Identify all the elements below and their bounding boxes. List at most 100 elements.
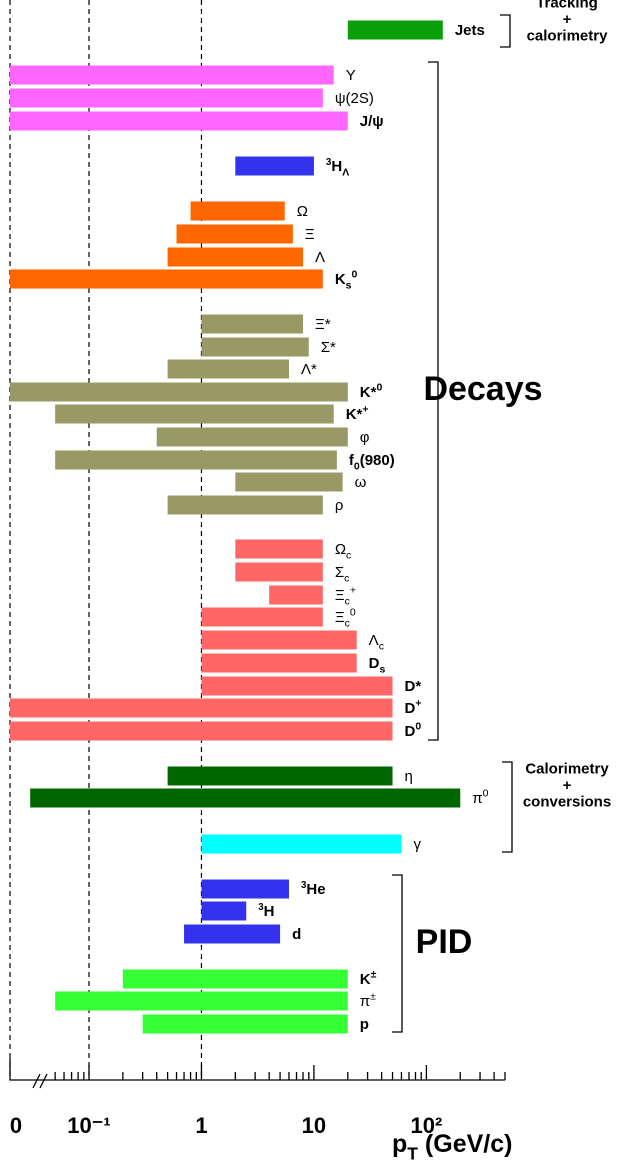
label-sup: ±: [370, 990, 376, 1002]
bar-label: D*: [405, 678, 422, 695]
bracket: [500, 14, 511, 48]
bar-label: 3H: [258, 902, 274, 920]
bar: [201, 337, 309, 357]
label-name: Ξ*: [315, 316, 331, 333]
axis-break: [32, 1073, 48, 1089]
bar-label: K*0: [360, 381, 383, 401]
label-name: Λ*: [301, 361, 317, 378]
bar-label: π0: [472, 787, 488, 807]
bar: [122, 969, 348, 989]
bar: [201, 901, 247, 921]
bar: [235, 539, 323, 559]
bar: [201, 676, 393, 696]
label-name: H: [264, 903, 275, 920]
bar-label: Λ*: [301, 361, 317, 378]
bar-label: 3HΛ: [326, 157, 349, 179]
bar-label: γ: [413, 836, 421, 853]
bar: [10, 269, 323, 289]
bar: [201, 834, 402, 854]
bar: [10, 382, 348, 402]
label-name: Υ: [346, 67, 356, 84]
label-pre: 3: [258, 902, 264, 913]
bar: [142, 1014, 348, 1034]
bar: [201, 879, 289, 899]
label-name: p: [392, 1130, 407, 1158]
bar: [167, 247, 304, 267]
label-sup: ±: [371, 968, 377, 980]
label-name: Ξ: [305, 226, 315, 243]
bar: [176, 224, 293, 244]
bar: [201, 314, 304, 334]
bar-label: Λ: [315, 249, 325, 266]
bar-label: ρ: [335, 497, 344, 514]
bracket: [392, 874, 403, 1033]
bar-label: Ω: [297, 203, 308, 220]
bar: [190, 201, 285, 221]
bar-label: D+: [405, 697, 422, 717]
bar-label: ψ(2S): [335, 90, 374, 107]
label-sub: c: [346, 550, 351, 562]
bar-label: K±: [360, 968, 377, 988]
bar: [235, 562, 323, 582]
label-sup: +: [415, 697, 421, 709]
group-label: Decays: [423, 370, 542, 408]
label-name: H: [331, 158, 342, 175]
label-name: Ξ: [335, 587, 345, 604]
bar: [10, 698, 393, 718]
label-name: Jets: [455, 22, 485, 39]
axis-line: [9, 1058, 505, 1081]
bars: [10, 20, 461, 1034]
bar-label: Ξc0: [335, 606, 356, 629]
label-name: d: [292, 926, 301, 943]
bar-label: Jets: [455, 22, 485, 39]
x-axis-label: pT (GeV/c): [392, 1130, 512, 1164]
bar-label: π±: [360, 990, 376, 1010]
label-name: π: [360, 993, 370, 1010]
label-name: K: [360, 971, 371, 988]
label-post: (980): [360, 452, 395, 469]
bar-label: Λc: [369, 632, 384, 653]
bar-label: Ks0: [335, 268, 358, 291]
label-sub: T: [407, 1144, 418, 1164]
label-sub: c: [379, 641, 384, 653]
bar: [235, 472, 343, 492]
bar-label: 3He: [301, 880, 326, 898]
label-name: Λ: [369, 632, 379, 649]
bar: [30, 788, 461, 808]
label-post: (GeV/c): [418, 1130, 512, 1158]
label-name: φ: [360, 429, 370, 446]
bar: [201, 607, 323, 627]
bar-label: D0: [405, 720, 422, 740]
bar: [167, 359, 289, 379]
bar: [201, 653, 357, 673]
x-tick-label: 10: [302, 1113, 326, 1138]
bar-label: ω: [355, 474, 367, 491]
label-sub: s: [346, 280, 352, 292]
bar-label: φ: [360, 429, 370, 446]
label-name: π: [472, 790, 482, 807]
group-label: PID: [416, 923, 473, 961]
bar-label: d: [292, 926, 301, 943]
bar-label: Ωc: [335, 541, 351, 562]
bar: [347, 20, 443, 40]
groups: Tracking+calorimetryDecaysCalorimetry+co…: [392, 0, 611, 1033]
bar: [184, 924, 281, 944]
bar-label: J/ψ: [360, 113, 384, 130]
bar-label: Σ*: [321, 339, 336, 356]
bar: [10, 721, 393, 741]
bar-label: f0(980): [349, 452, 395, 473]
group-label: +: [563, 11, 572, 28]
group-label: calorimetry: [527, 28, 609, 45]
bar-label: Υ: [346, 67, 356, 84]
bar: [201, 630, 357, 650]
bar-label: K*+: [346, 403, 369, 423]
bar-label: η: [405, 768, 413, 785]
bar-label: Ξ: [305, 226, 315, 243]
x-tick-label: 0: [10, 1113, 22, 1138]
label-pre: 3: [326, 157, 332, 168]
label-name: ρ: [335, 497, 344, 514]
group-label: Tracking: [536, 0, 598, 12]
x-tick-label: 10⁻¹: [67, 1113, 110, 1138]
